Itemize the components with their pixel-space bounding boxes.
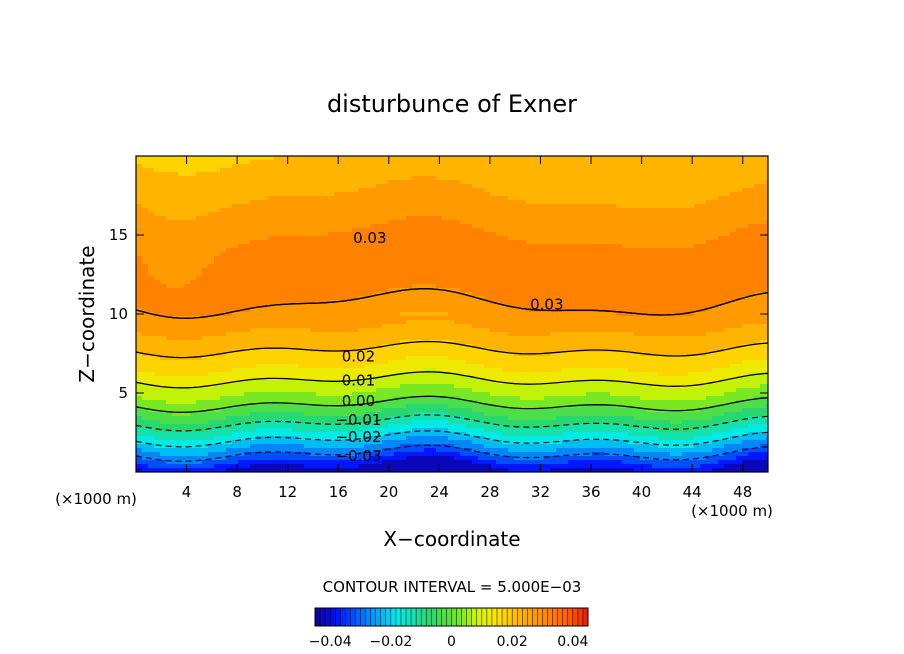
contour-line	[136, 395, 768, 413]
x-tick-label: 12	[278, 483, 297, 501]
y-axis-unit: (×1000 m)	[55, 490, 137, 508]
x-axis-label: X−coordinate	[383, 527, 520, 551]
contour-label: 0.03	[353, 229, 386, 247]
colorbar-tick-label: −0.04	[309, 634, 352, 650]
contour-line	[136, 288, 768, 319]
x-tick-label: 8	[232, 483, 242, 501]
colorbar-tick-label: 0.02	[497, 634, 528, 650]
field-color-fill	[136, 156, 768, 472]
x-tick-label: 28	[480, 483, 499, 501]
contour-label: 0.00	[342, 392, 375, 410]
colorbar-tick-label: 0.04	[557, 634, 588, 650]
x-tick-label: 16	[329, 483, 348, 501]
contour-line	[136, 340, 768, 359]
colorbar	[314, 607, 589, 627]
x-axis-ticks: 4 8 12 16 20 24 28 32 36 40 44 48	[182, 156, 752, 501]
x-tick-label: 4	[182, 483, 192, 501]
x-tick-label: 40	[632, 483, 651, 501]
contour-label: 0.03	[530, 296, 563, 314]
contour-interval: CONTOUR INTERVAL = 5.000E−03	[323, 578, 582, 596]
x-tick-label: 48	[733, 483, 752, 501]
y-axis-ticks: 5 10 15	[109, 226, 768, 402]
contour-label: −0.03	[335, 447, 381, 465]
colorbar-tick-label: 0	[447, 634, 456, 650]
colorbar-tick-labels: −0.04 −0.02 0 0.02 0.04	[309, 634, 589, 650]
contour-label: 0.02	[342, 348, 375, 366]
chart-title: disturbunce of Exner	[327, 90, 577, 118]
contour-label: −0.02	[335, 428, 381, 446]
contour-lines	[136, 288, 768, 462]
x-tick-label: 24	[430, 483, 449, 501]
contour-line	[136, 371, 768, 389]
y-tick-label: 5	[118, 384, 128, 402]
x-tick-label: 32	[531, 483, 550, 501]
x-tick-label: 44	[683, 483, 702, 501]
contour-label: 0.01	[342, 371, 375, 389]
contour-label: −0.01	[335, 411, 381, 429]
contour-labels: 0.03 0.03 0.02 0.01 0.00−0.01−0.02−0.03	[335, 229, 563, 465]
y-tick-label: 15	[109, 226, 128, 244]
x-axis-unit: (×1000 m)	[691, 502, 773, 520]
y-axis-label: Z−coordinate	[75, 245, 99, 382]
colorbar-tick-label: −0.02	[369, 634, 412, 650]
x-tick-label: 20	[379, 483, 398, 501]
y-tick-label: 10	[109, 305, 128, 323]
x-tick-label: 36	[581, 483, 600, 501]
